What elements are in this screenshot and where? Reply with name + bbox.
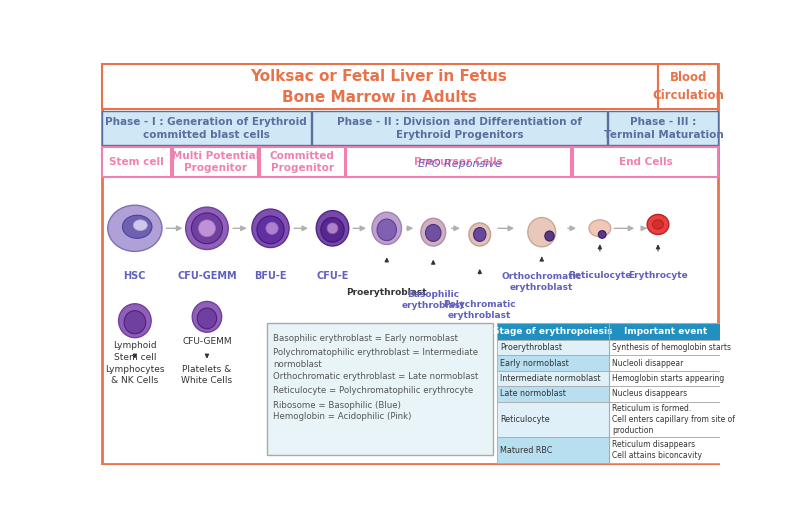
Text: Orthochromatic erythroblast = Late normoblast: Orthochromatic erythroblast = Late normo… (273, 371, 478, 381)
Text: Reticulocyte = Polychromatophilic erythrocyte: Reticulocyte = Polychromatophilic erythr… (273, 386, 473, 395)
FancyBboxPatch shape (497, 323, 722, 340)
Ellipse shape (118, 304, 151, 338)
FancyBboxPatch shape (102, 64, 718, 464)
FancyBboxPatch shape (497, 355, 609, 371)
Ellipse shape (545, 231, 554, 241)
Ellipse shape (198, 220, 215, 237)
FancyBboxPatch shape (497, 402, 609, 437)
FancyBboxPatch shape (609, 402, 722, 437)
Text: Nucleoli disappear: Nucleoli disappear (612, 359, 684, 368)
FancyBboxPatch shape (497, 386, 609, 402)
Text: Intermediate normoblast: Intermediate normoblast (500, 374, 601, 383)
Ellipse shape (474, 228, 486, 242)
Text: Multi Potential
Progenitor: Multi Potential Progenitor (172, 151, 259, 173)
Text: Proerythroblast: Proerythroblast (500, 343, 562, 352)
Text: Synthesis of hemoglobin starts: Synthesis of hemoglobin starts (612, 343, 731, 352)
Ellipse shape (316, 211, 349, 246)
FancyBboxPatch shape (102, 110, 310, 145)
Ellipse shape (252, 209, 289, 247)
FancyBboxPatch shape (346, 146, 571, 177)
FancyBboxPatch shape (609, 386, 722, 402)
Ellipse shape (122, 215, 152, 238)
FancyBboxPatch shape (609, 355, 722, 371)
FancyBboxPatch shape (609, 340, 722, 355)
Ellipse shape (528, 218, 556, 247)
FancyBboxPatch shape (497, 371, 609, 386)
Ellipse shape (653, 220, 663, 229)
Text: Lymphocytes
& NK Cells: Lymphocytes & NK Cells (105, 365, 165, 385)
Text: CFU-GEMM: CFU-GEMM (177, 271, 237, 281)
Ellipse shape (469, 223, 490, 246)
Text: Basophilic erythroblast = Early normoblast: Basophilic erythroblast = Early normobla… (273, 334, 458, 343)
Text: Blood
Circulation: Blood Circulation (652, 71, 724, 102)
Text: Basophilic
erythroblast: Basophilic erythroblast (402, 290, 465, 310)
Ellipse shape (426, 224, 441, 242)
Text: Important event: Important event (624, 327, 707, 336)
Ellipse shape (198, 308, 217, 329)
Text: End Cells: End Cells (618, 157, 673, 167)
Text: Orthochromatic
erythroblast: Orthochromatic erythroblast (502, 272, 582, 292)
Text: Reticulum disappears
Cell attains biconcavity: Reticulum disappears Cell attains biconc… (612, 440, 702, 460)
Ellipse shape (257, 216, 284, 244)
Text: Phase - III :
Terminal Maturation: Phase - III : Terminal Maturation (603, 117, 723, 140)
FancyBboxPatch shape (173, 146, 258, 177)
Text: Reticulocyte: Reticulocyte (568, 271, 631, 280)
Ellipse shape (377, 219, 397, 241)
Ellipse shape (647, 214, 669, 234)
Text: Erythrocyte: Erythrocyte (628, 271, 688, 280)
FancyBboxPatch shape (497, 437, 609, 463)
Text: Platelets &
White Cells: Platelets & White Cells (182, 365, 233, 385)
Ellipse shape (266, 222, 278, 234)
Ellipse shape (321, 218, 344, 242)
Text: CFU-E: CFU-E (316, 271, 349, 281)
FancyBboxPatch shape (609, 110, 718, 145)
Text: Nucleus disappears: Nucleus disappears (612, 389, 687, 399)
Ellipse shape (327, 223, 338, 234)
Text: Phase - I : Generation of Erythroid
committed blast cells: Phase - I : Generation of Erythroid comm… (106, 117, 307, 140)
Text: CFU-GEMM: CFU-GEMM (182, 337, 232, 346)
Text: Reticulocyte: Reticulocyte (500, 415, 550, 424)
Text: Reticulum is formed.
Cell enters capillary from site of
production: Reticulum is formed. Cell enters capilla… (612, 404, 735, 435)
FancyBboxPatch shape (658, 64, 718, 109)
Text: Early normoblast: Early normoblast (500, 359, 569, 368)
FancyBboxPatch shape (102, 64, 658, 109)
Ellipse shape (191, 213, 222, 244)
Text: BFU-E: BFU-E (254, 271, 286, 281)
Text: Yolksac or Fetal Liver in Fetus
Bone Marrow in Adults: Yolksac or Fetal Liver in Fetus Bone Mar… (250, 70, 507, 106)
Text: Lymphoid
Stem cell: Lymphoid Stem cell (113, 342, 157, 361)
Text: Ribosome = Basophilic (Blue)
Hemoglobin = Acidophilic (Pink): Ribosome = Basophilic (Blue) Hemoglobin … (273, 401, 411, 421)
Ellipse shape (192, 301, 222, 332)
Ellipse shape (124, 311, 146, 334)
Text: Phase - II : Division and Differentiation of
Erythroid Progenitors: Phase - II : Division and Differentiatio… (337, 117, 582, 140)
Ellipse shape (598, 231, 606, 238)
FancyBboxPatch shape (609, 437, 722, 463)
Text: Matured RBC: Matured RBC (500, 446, 552, 454)
Text: Hemoglobin starts appearing: Hemoglobin starts appearing (612, 374, 725, 383)
Text: Polychromatophilic erythroblast = Intermediate
normoblast: Polychromatophilic erythroblast = Interm… (273, 348, 478, 369)
FancyBboxPatch shape (609, 371, 722, 386)
FancyBboxPatch shape (312, 110, 607, 145)
Ellipse shape (108, 205, 162, 252)
Text: Stage of erythropoiesis: Stage of erythropoiesis (494, 327, 613, 336)
Ellipse shape (421, 218, 446, 246)
Ellipse shape (186, 207, 228, 249)
FancyBboxPatch shape (573, 146, 718, 177)
FancyBboxPatch shape (497, 340, 609, 355)
Ellipse shape (589, 220, 610, 237)
Ellipse shape (372, 212, 402, 244)
Text: EPO Reponsive: EPO Reponsive (418, 158, 502, 168)
FancyBboxPatch shape (260, 146, 345, 177)
Text: Stem cell: Stem cell (109, 157, 164, 167)
Text: Polychromatic
erythroblast: Polychromatic erythroblast (443, 300, 516, 320)
Text: Precursor Cells: Precursor Cells (414, 157, 503, 167)
Ellipse shape (134, 220, 147, 231)
FancyBboxPatch shape (266, 323, 493, 456)
Text: HSC: HSC (124, 271, 146, 281)
Text: Committed
Progenitor: Committed Progenitor (270, 151, 334, 173)
FancyBboxPatch shape (102, 146, 171, 177)
Text: Late normoblast: Late normoblast (500, 389, 566, 399)
Text: Proerythroblast: Proerythroblast (346, 288, 427, 297)
